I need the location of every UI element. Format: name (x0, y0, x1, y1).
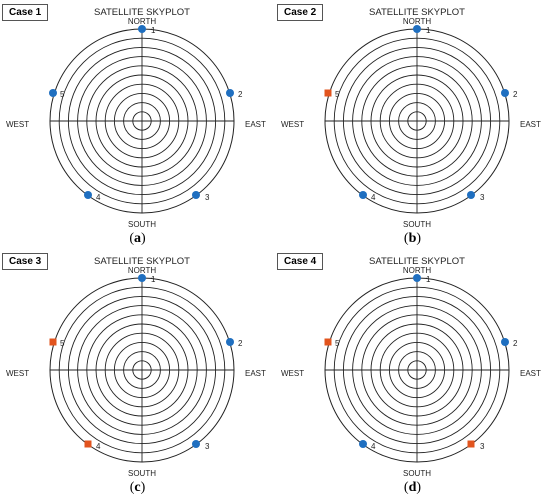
satellite-2-marker (501, 338, 509, 346)
satellite-3-marker (467, 440, 475, 448)
satellite-2-marker (501, 89, 509, 97)
east-label: EAST (520, 120, 541, 129)
satellite-4-marker (84, 440, 92, 448)
satellite-3-marker (467, 191, 475, 199)
satellite-3-label: 3 (205, 193, 210, 202)
skyplot-title: SATELLITE SKYPLOT (369, 256, 465, 267)
satellite-4-marker (359, 191, 367, 199)
panel-caption-letter: a (134, 231, 141, 246)
satellite-1-label: 1 (426, 275, 431, 284)
satellite-4-label: 4 (371, 442, 376, 451)
skyplot-panel-case-4: Case 4 SATELLITE SKYPLOT NORTH SOUTH EAST WES… (275, 249, 550, 498)
north-label: NORTH (403, 17, 432, 26)
skyplot-panel-case-2: Case 2 SATELLITE SKYPLOT NORTH SOUTH EAST WES… (275, 0, 550, 249)
satellite-1-marker (413, 25, 421, 33)
satellite-2-marker (226, 89, 234, 97)
satellite-2-label: 2 (238, 339, 243, 348)
west-label: WEST (281, 120, 304, 129)
satellite-5-marker (49, 89, 57, 97)
north-label: NORTH (403, 266, 432, 275)
satellite-1-marker (138, 274, 146, 282)
east-label: EAST (245, 120, 266, 129)
satellite-4-label: 4 (96, 442, 101, 451)
satellite-3-marker (192, 191, 200, 199)
panel-caption-letter: b (408, 231, 417, 246)
satellite-1-marker (413, 274, 421, 282)
satellite-5-marker (324, 89, 332, 97)
skyplot-panel-case-3: Case 3 SATELLITE SKYPLOT NORTH SOUTH EAST WES… (0, 249, 275, 498)
skyplot-title: SATELLITE SKYPLOT (94, 256, 190, 267)
satellite-5-label: 5 (60, 339, 65, 348)
satellite-3-marker (192, 440, 200, 448)
south-label: SOUTH (128, 469, 156, 478)
panel-caption: (a) (129, 231, 146, 246)
panel-caption: (c) (129, 480, 146, 495)
satellite-1-marker (138, 25, 146, 33)
panel-caption: (d) (403, 480, 422, 495)
west-label: WEST (6, 120, 29, 129)
panel-caption: (b) (403, 231, 422, 246)
case-label: Case 2 (277, 4, 324, 21)
south-label: SOUTH (403, 469, 431, 478)
satellite-2-marker (226, 338, 234, 346)
satellite-5-marker (324, 338, 332, 346)
south-label: SOUTH (128, 220, 156, 229)
panel-caption-letter: d (408, 480, 417, 495)
north-label: NORTH (128, 266, 157, 275)
satellite-5-label: 5 (60, 90, 65, 99)
satellite-2-label: 2 (513, 339, 518, 348)
south-label: SOUTH (403, 220, 431, 229)
case-label: Case 3 (2, 253, 49, 270)
skyplot-title: SATELLITE SKYPLOT (369, 7, 465, 18)
west-label: WEST (6, 369, 29, 378)
north-label: NORTH (128, 17, 157, 26)
satellite-2-label: 2 (513, 90, 518, 99)
satellite-5-label: 5 (335, 90, 340, 99)
east-label: EAST (520, 369, 541, 378)
satellite-2-label: 2 (238, 90, 243, 99)
satellite-1-label: 1 (426, 26, 431, 35)
satellite-1-label: 1 (151, 275, 156, 284)
satellite-4-marker (359, 440, 367, 448)
satellite-4-label: 4 (96, 193, 101, 202)
satellite-3-label: 3 (480, 193, 485, 202)
satellite-4-label: 4 (371, 193, 376, 202)
satellite-5-label: 5 (335, 339, 340, 348)
east-label: EAST (245, 369, 266, 378)
satellite-3-label: 3 (205, 442, 210, 451)
skyplot-title: SATELLITE SKYPLOT (94, 7, 190, 18)
satellite-3-label: 3 (480, 442, 485, 451)
west-label: WEST (281, 369, 304, 378)
satellite-1-label: 1 (151, 26, 156, 35)
case-label: Case 1 (2, 4, 49, 21)
skyplot-panel-case-1: Case 1 SATELLITE SKYPLOT NORTH SOUTH EAST WES… (0, 0, 275, 249)
panel-caption-letter: c (134, 480, 141, 495)
satellite-5-marker (49, 338, 57, 346)
satellite-4-marker (84, 191, 92, 199)
case-label: Case 4 (277, 253, 324, 270)
